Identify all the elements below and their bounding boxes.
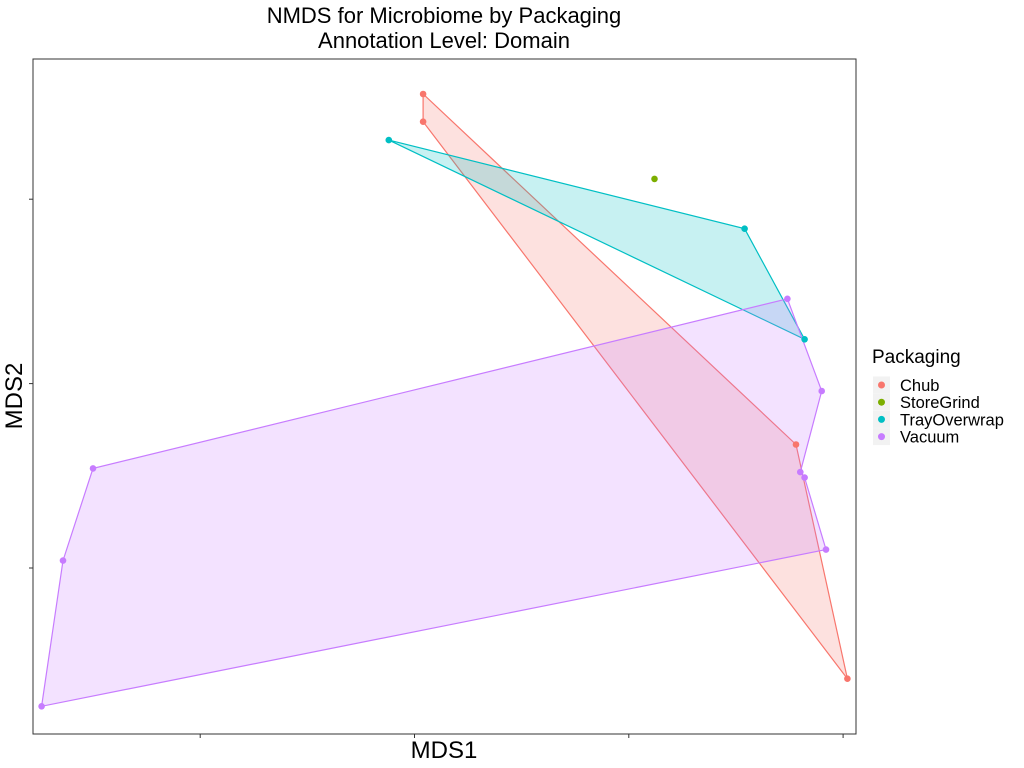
point-storegrind-1: [651, 175, 658, 183]
hull-trayoverwrap: [388, 139, 807, 341]
legend-label-storegrind: StoreGrind: [900, 394, 980, 412]
y-axis-label: MDS2: [1, 363, 28, 430]
hull-layer: [40, 92, 848, 708]
point-vacuum-1: [784, 295, 791, 303]
point-vacuum-4: [801, 474, 808, 481]
legend-label-chub: Chub: [900, 377, 939, 395]
hull-vacuum: [40, 298, 827, 708]
axis-ticks: [29, 198, 844, 738]
point-chub-1: [419, 90, 427, 98]
legend-item-chub: Chub: [873, 376, 939, 395]
point-vacuum-7: [59, 557, 67, 564]
point-chub-4: [792, 441, 800, 448]
point-vacuum-2: [818, 387, 825, 395]
point-trayoverwrap-1: [385, 136, 393, 144]
legend-key-trayoverwrap: [878, 415, 885, 423]
legend: Packaging ChubStoreGrindTrayOverwrapVacu…: [872, 347, 1004, 447]
point-vacuum-5: [822, 546, 830, 553]
point-vacuum-8: [89, 465, 97, 472]
legend-title: Packaging: [872, 347, 961, 368]
plot-panel-border: [32, 58, 857, 735]
chart-title: NMDS for Microbiome by Packaging: [267, 3, 622, 28]
point-trayoverwrap-3: [801, 336, 808, 343]
legend-key-storegrind: [878, 398, 885, 406]
point-trayoverwrap-2: [741, 225, 748, 232]
point-layer: [38, 90, 851, 710]
legend-key-vacuum: [878, 433, 885, 441]
x-axis-label: MDS1: [411, 737, 478, 764]
point-chub-2: [419, 118, 427, 125]
legend-key-chub: [878, 381, 885, 389]
legend-label-trayoverwrap: TrayOverwrap: [900, 411, 1004, 429]
legend-item-storegrind: StoreGrind: [873, 393, 980, 412]
legend-label-vacuum: Vacuum: [900, 429, 959, 447]
point-vacuum-6: [38, 703, 45, 710]
chart-subtitle: Annotation Level: Domain: [318, 28, 570, 53]
point-chub-3: [844, 675, 851, 682]
point-vacuum-3: [797, 468, 804, 476]
legend-item-trayoverwrap: TrayOverwrap: [873, 410, 1004, 429]
legend-item-vacuum: Vacuum: [873, 428, 959, 447]
